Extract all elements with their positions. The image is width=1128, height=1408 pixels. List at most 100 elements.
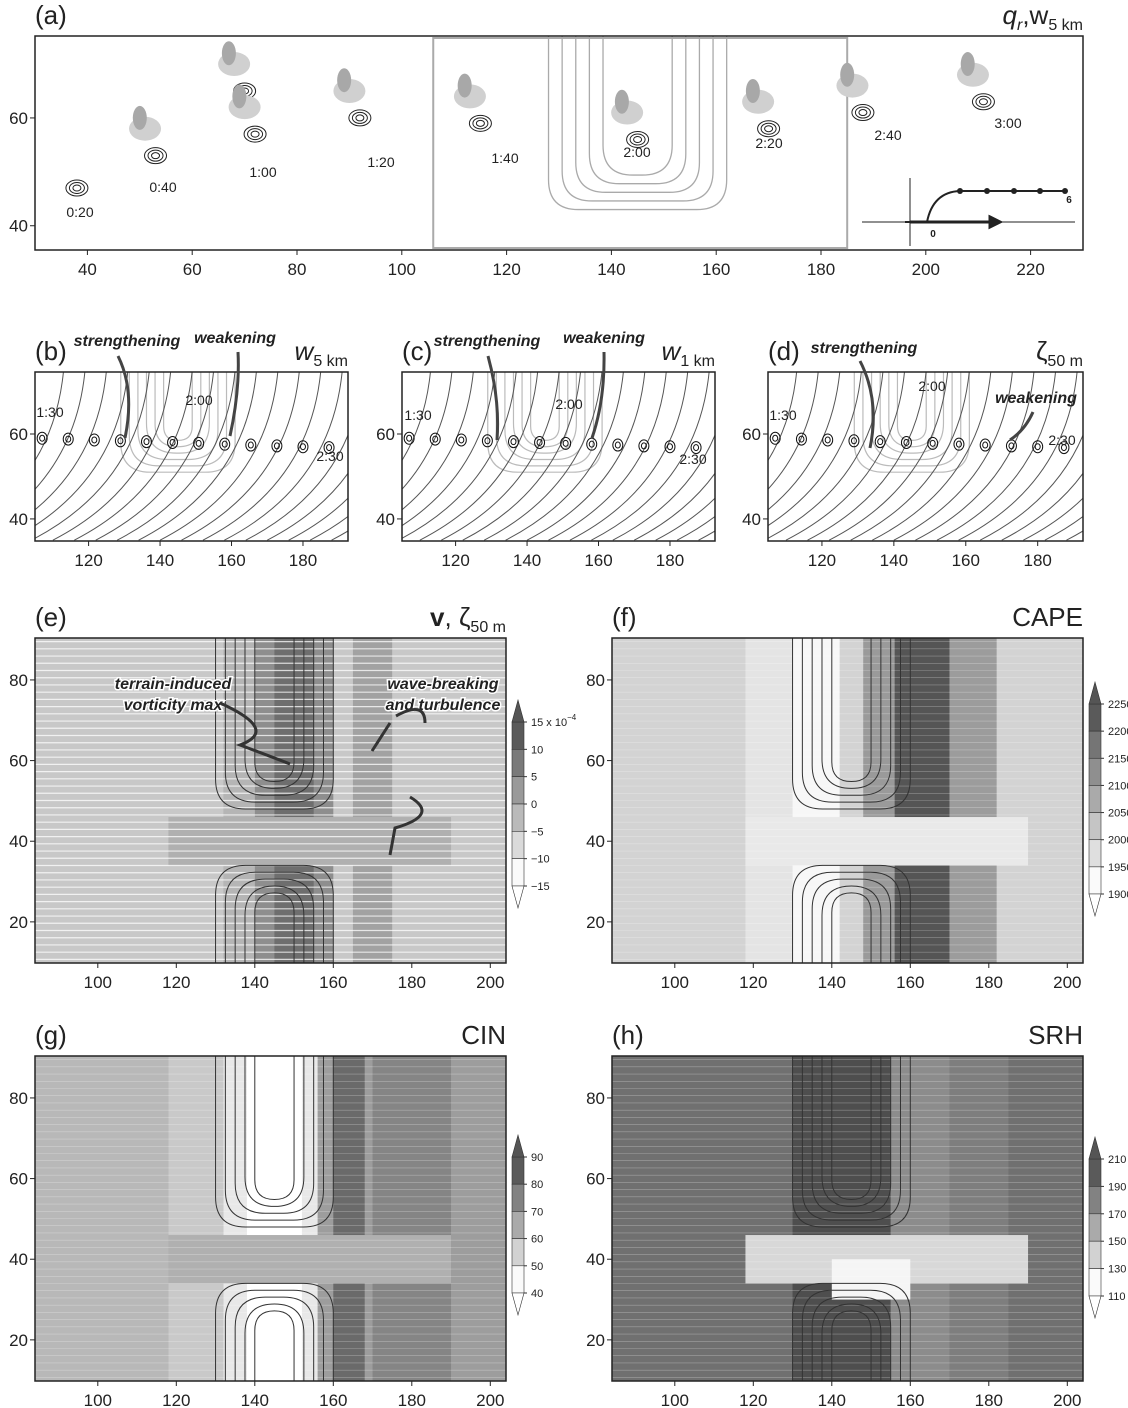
colorbar-tick-label: 10 bbox=[531, 744, 543, 756]
field-blob bbox=[960, 52, 975, 77]
field-blob bbox=[68, 182, 85, 195]
title-part: w bbox=[295, 336, 316, 366]
y-tick-label: 60 bbox=[742, 425, 761, 444]
field-blob bbox=[247, 441, 254, 449]
colorbar-segment bbox=[511, 1265, 525, 1294]
x-tick-label: 100 bbox=[661, 973, 689, 992]
x-tick-label: 180 bbox=[398, 973, 426, 992]
colorbar-tick-label: 1900 bbox=[1108, 889, 1128, 901]
y-tick-label: 40 bbox=[742, 510, 761, 529]
colorbar-segment bbox=[1088, 785, 1102, 813]
subdomain-box bbox=[432, 37, 849, 249]
field-blob bbox=[91, 436, 98, 444]
panel-title: v, ζ50 m bbox=[430, 602, 506, 636]
panel-title: CAPE bbox=[1012, 602, 1083, 632]
field-blob bbox=[472, 117, 489, 130]
colorbar-tick-label: 190 bbox=[1108, 1181, 1126, 1193]
annotation: strengthening bbox=[434, 333, 541, 350]
field-blob bbox=[455, 433, 467, 447]
colorbar-segment bbox=[1088, 703, 1102, 732]
colorbar-extend bbox=[511, 1292, 525, 1317]
x-tick-label: 120 bbox=[162, 973, 190, 992]
colorbar-segment bbox=[1088, 1240, 1102, 1269]
colorbar-segment bbox=[511, 858, 525, 887]
isochrone bbox=[768, 372, 819, 490]
isochrone bbox=[569, 372, 689, 541]
field-blob bbox=[132, 105, 147, 130]
panel-title: CIN bbox=[461, 1020, 506, 1050]
y-tick-label: 40 bbox=[9, 832, 28, 851]
panel: 120 140 160 180 40 60 (c) w1 km strengthening wea… bbox=[376, 330, 838, 570]
isochrone bbox=[441, 372, 560, 541]
isochrone bbox=[872, 372, 992, 541]
isochrone bbox=[720, 370, 838, 540]
terrain-contour bbox=[224, 1056, 324, 1221]
annotation-arrow bbox=[1009, 411, 1035, 442]
x-tick-label: 180 bbox=[289, 551, 317, 570]
field-blob bbox=[65, 179, 89, 197]
isochrone bbox=[768, 372, 884, 539]
shading bbox=[333, 1056, 365, 1381]
field-blob bbox=[795, 432, 807, 446]
y-tick-label: 60 bbox=[9, 752, 28, 771]
isochrone bbox=[936, 372, 1056, 541]
x-tick-label: 140 bbox=[241, 1391, 269, 1408]
field-blob bbox=[851, 104, 875, 122]
terrain-contour bbox=[821, 885, 882, 963]
y-tick-label: 20 bbox=[586, 913, 605, 932]
plot-frame bbox=[34, 1055, 507, 1382]
field-blob bbox=[638, 439, 650, 453]
terrain-contour bbox=[792, 864, 911, 963]
field-blob bbox=[510, 438, 517, 446]
field-blob bbox=[62, 432, 74, 446]
annotation: 2:30 bbox=[679, 451, 706, 467]
field-blob bbox=[633, 135, 643, 143]
terrain-contour bbox=[128, 372, 228, 467]
x-tick-label: 180 bbox=[975, 1391, 1003, 1408]
x-tick-label: 100 bbox=[84, 973, 112, 992]
isochrone bbox=[634, 472, 715, 541]
field-blob bbox=[140, 435, 152, 449]
field-blob bbox=[88, 433, 100, 447]
terrain-contour bbox=[792, 1056, 911, 1228]
terrain-contour bbox=[821, 638, 882, 789]
field-blob bbox=[72, 184, 82, 192]
plot-area bbox=[612, 638, 1083, 963]
y-tick-label: 60 bbox=[9, 425, 28, 444]
isochrone bbox=[505, 372, 624, 541]
y-tick-label: 40 bbox=[9, 510, 28, 529]
shading bbox=[745, 638, 793, 963]
title-part: r bbox=[1017, 17, 1023, 34]
x-tick-label: 120 bbox=[808, 551, 836, 570]
y-tick-label: 60 bbox=[9, 109, 28, 128]
field-blob bbox=[757, 120, 781, 138]
colorbar-tick-label: 15 x 10−4 bbox=[531, 713, 577, 729]
isochrone bbox=[35, 372, 64, 462]
field-blob bbox=[299, 443, 306, 451]
field-blob bbox=[36, 431, 48, 445]
title-part: CAPE bbox=[1012, 602, 1083, 632]
field-blob bbox=[975, 95, 992, 108]
panel-title: ζ50 m bbox=[1036, 336, 1083, 370]
terrain-contour bbox=[215, 864, 334, 963]
colorbar-segment bbox=[1088, 1186, 1102, 1215]
isochrone bbox=[35, 372, 107, 511]
colorbar-tick-label: 70 bbox=[531, 1206, 543, 1218]
x-tick-label: 160 bbox=[896, 973, 924, 992]
x-tick-label: 100 bbox=[661, 1391, 689, 1408]
field-blob bbox=[403, 431, 415, 445]
colorbar-tick-label: 210 bbox=[1108, 1154, 1126, 1166]
field-blob bbox=[169, 438, 176, 446]
colorbar-segment bbox=[511, 721, 525, 750]
field-blob bbox=[978, 98, 988, 106]
field-blob bbox=[626, 130, 650, 148]
terrain-contour bbox=[530, 372, 560, 441]
field-blob bbox=[195, 439, 202, 447]
isochrone bbox=[224, 372, 343, 541]
field-blob bbox=[39, 434, 46, 442]
annotation: 2:40 bbox=[874, 127, 901, 143]
annotation: weakening bbox=[995, 390, 1077, 407]
title-part: CIN bbox=[461, 1020, 506, 1050]
